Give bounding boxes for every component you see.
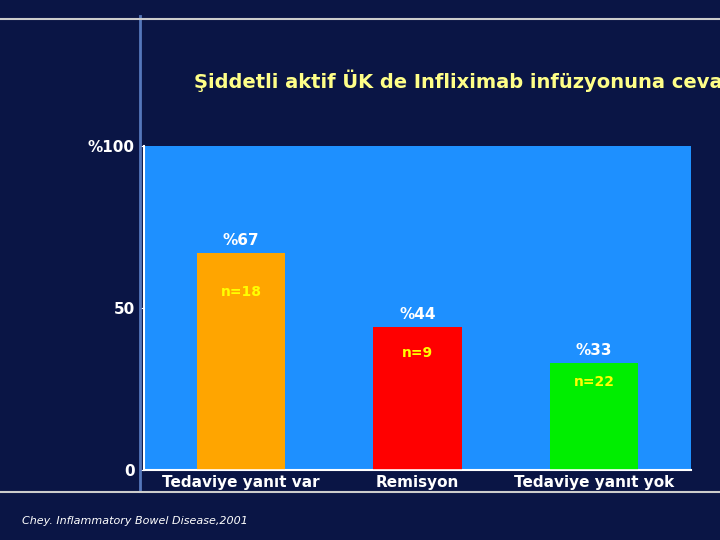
Text: n=22: n=22 xyxy=(574,375,615,389)
Bar xyxy=(374,327,462,470)
Bar xyxy=(197,253,285,470)
Text: n=9: n=9 xyxy=(402,346,433,360)
Text: %67: %67 xyxy=(222,233,259,248)
Text: Chey. Inflammatory Bowel Disease,2001: Chey. Inflammatory Bowel Disease,2001 xyxy=(22,516,248,526)
Text: %44: %44 xyxy=(400,307,436,322)
Bar xyxy=(550,363,638,470)
Text: n=18: n=18 xyxy=(220,285,261,299)
Text: %33: %33 xyxy=(576,343,613,358)
Text: Şiddetli aktif ÜK de Infliximab infüzyonuna cevap: Şiddetli aktif ÜK de Infliximab infüzyon… xyxy=(194,70,720,92)
